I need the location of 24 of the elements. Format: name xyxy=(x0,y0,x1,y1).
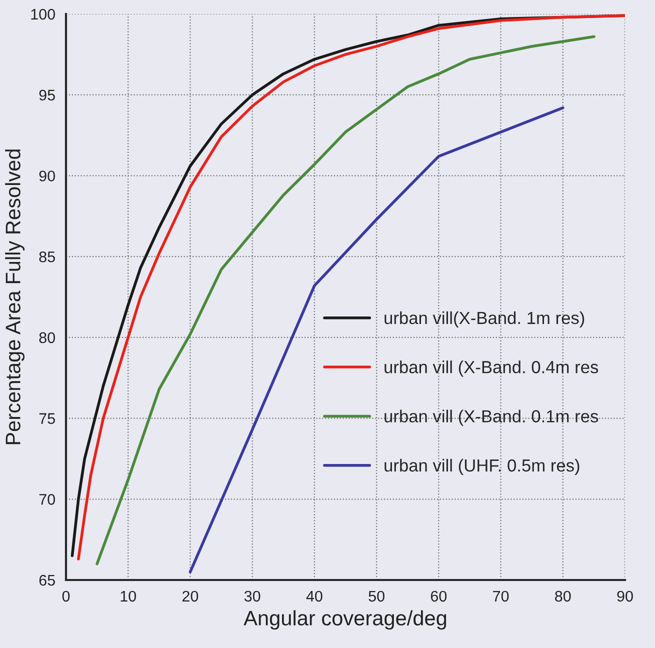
y-tick-label: 85 xyxy=(39,251,55,262)
y-tick-label: 70 xyxy=(39,494,55,505)
y-tick-label: 75 xyxy=(39,413,55,424)
legend-label: urban vill (UHF. 0.5m res) xyxy=(384,458,580,476)
legend-label: urban vill(X-Band. 1m res) xyxy=(384,311,584,328)
x-tick-label: 70 xyxy=(493,590,509,602)
x-tick-label: 10 xyxy=(120,590,136,602)
x-tick-label: 30 xyxy=(244,590,260,602)
x-tick-label: 80 xyxy=(555,590,571,602)
x-tick-label: 0 xyxy=(62,590,70,602)
x-tick-label: 20 xyxy=(182,590,198,602)
y-tick-label: 80 xyxy=(39,332,55,344)
y-tick-label: 65 xyxy=(39,574,55,586)
x-tick-label: 40 xyxy=(306,590,322,602)
y-tick-label: 90 xyxy=(39,170,55,182)
x-axis-title: Angular coverage/deg xyxy=(244,610,446,630)
y-tick-label: 95 xyxy=(39,90,55,101)
legend-label: urban vill (X-Band. 0.4m res xyxy=(384,360,598,377)
x-tick-label: 50 xyxy=(368,590,384,602)
x-tick-label: 60 xyxy=(430,590,447,602)
legend-label: urban vill (X-Band. 0.1m res xyxy=(384,410,598,426)
y-axis-title: Percentage Area Fully Resolved xyxy=(5,150,25,444)
x-tick-label: 90 xyxy=(617,590,633,602)
y-tick-label: 100 xyxy=(31,8,55,20)
